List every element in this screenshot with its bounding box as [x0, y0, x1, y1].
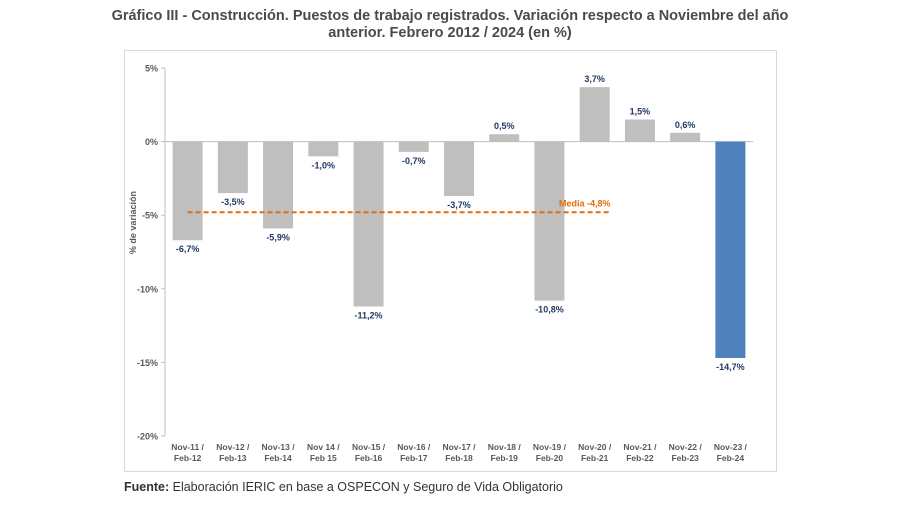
- x-tick-label: Nov-19 /Feb-20: [533, 442, 567, 463]
- x-tick-label: Nov-12 /Feb-13: [216, 442, 250, 463]
- data-label: 3,7%: [584, 74, 605, 84]
- data-label: -1,0%: [312, 160, 336, 170]
- x-tick-label: Nov-17 /Feb-18: [442, 442, 476, 463]
- data-label: -11,2%: [355, 310, 383, 320]
- chart-title: Gráfico III - Construcción. Puestos de t…: [0, 8, 900, 42]
- y-tick-label: -15%: [137, 358, 158, 368]
- data-label: -10,8%: [535, 305, 564, 315]
- x-tick-label: Nov 14 /Feb 15: [307, 442, 340, 463]
- bar: [308, 141, 339, 157]
- x-tick-label: Nov-23 /Feb-24: [714, 442, 748, 463]
- data-label: -6,7%: [176, 244, 200, 254]
- x-tick-label: Nov-18 /Feb-19: [488, 442, 522, 463]
- y-tick-label: -10%: [137, 284, 158, 294]
- data-label: -14,7%: [716, 362, 745, 372]
- x-tick-label: Nov-15 /Feb-16: [352, 442, 386, 463]
- data-label: -3,7%: [447, 200, 471, 210]
- y-tick-label: 5%: [145, 64, 158, 74]
- bar: [263, 141, 294, 229]
- bar: [217, 141, 248, 194]
- x-tick-label: Nov-22 /Feb-23: [669, 442, 703, 463]
- source-label: Fuente:: [124, 480, 170, 494]
- y-tick-label: -5%: [142, 211, 158, 221]
- y-tick-label: -20%: [137, 432, 158, 442]
- data-label: -5,9%: [266, 232, 290, 242]
- bar: [444, 141, 474, 197]
- bar: [353, 141, 384, 307]
- bar: [624, 119, 655, 142]
- mean-label: Media -4,8%: [559, 198, 611, 208]
- bar: [489, 134, 520, 142]
- y-axis-title: % de variación: [128, 191, 138, 254]
- bar: [172, 141, 203, 241]
- x-tick-label: Nov-13 /Feb-14: [262, 442, 296, 463]
- source-text: Elaboración IERIC en base a OSPECON y Se…: [169, 480, 563, 494]
- data-label: -0,7%: [402, 156, 426, 166]
- data-label: 0,6%: [675, 120, 696, 130]
- data-label: 1,5%: [630, 107, 651, 117]
- source-note: Fuente: Elaboración IERIC en base a OSPE…: [124, 480, 563, 494]
- bar: [715, 141, 746, 358]
- bar: [579, 87, 610, 142]
- data-label: -3,5%: [221, 197, 245, 207]
- bar: [670, 132, 701, 142]
- x-tick-label: Nov-11 /Feb-12: [171, 442, 204, 463]
- x-tick-label: Nov-20 /Feb-21: [578, 442, 612, 463]
- chart-title-line1: Gráfico III - Construcción. Puestos de t…: [111, 8, 789, 24]
- chart-frame: [124, 50, 777, 472]
- x-tick-label: Nov-16 /Feb-17: [397, 442, 431, 463]
- data-label: 0,5%: [494, 121, 515, 131]
- bar: [534, 141, 565, 301]
- x-tick-label: Nov-21 /Feb-22: [623, 442, 657, 463]
- chart-title-line2: anterior. Febrero 2012 / 2024 (en %): [328, 25, 572, 41]
- y-tick-label: 0%: [145, 137, 158, 147]
- bar: [398, 141, 429, 152]
